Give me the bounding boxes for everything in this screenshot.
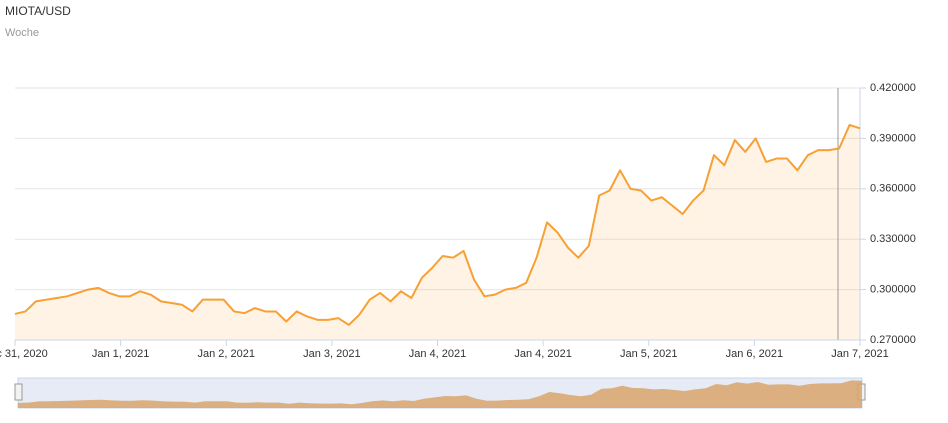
y-tick-label: 0.330000 [870,233,916,245]
chart-subtitle: Woche [5,27,39,39]
x-tick-label: Jan 5, 2021 [620,348,678,360]
y-tick-label: 0.420000 [870,82,916,94]
x-tick-label: Jan 4, 2021 [514,348,572,360]
chart-title: MIOTA/USD [5,4,71,18]
line [14,123,861,326]
navigator-area [18,380,862,408]
x-tick-label: Jan 6, 2021 [726,348,784,360]
x-tick-label: Jan 4, 2021 [409,348,467,360]
navigator-handle[interactable] [14,383,23,401]
y-tick-label: 0.300000 [870,284,916,296]
y-tick-label: 0.360000 [870,183,916,195]
x-tick-label: Jan 2, 2021 [198,348,256,360]
y-tick-label: 0.390000 [870,132,916,144]
x-tick-label: Dec 31, 2020 [0,348,48,360]
y-tick-label: 0.270000 [870,334,916,346]
x-tick-label: Jan 1, 2021 [92,348,150,360]
area-fill [15,124,860,341]
x-tick-label: Jan 3, 2021 [303,348,361,360]
x-tick-label: Jan 7, 2021 [831,348,889,360]
